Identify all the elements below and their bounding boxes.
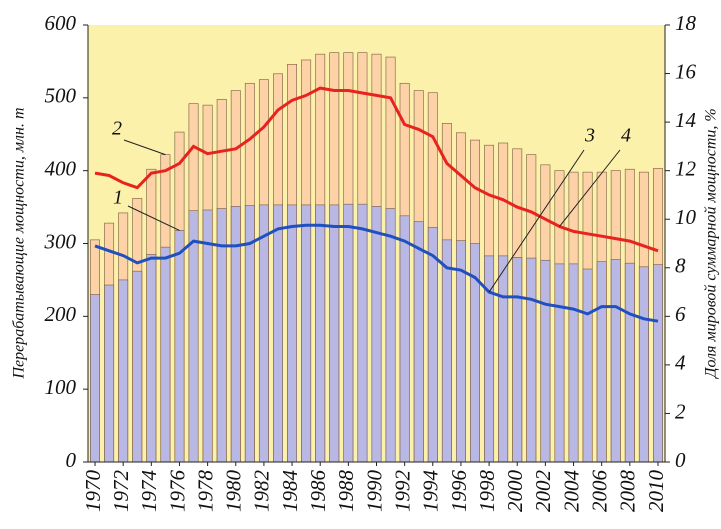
x-tick-label: 2010: [644, 470, 668, 513]
x-tick-label: 1986: [306, 470, 330, 513]
bar: [624, 262, 635, 463]
bar: [90, 294, 100, 463]
bar: [329, 204, 340, 463]
bar: [273, 204, 283, 463]
x-tick-label: 2004: [559, 470, 583, 513]
bar: [104, 284, 115, 463]
bar: [315, 204, 326, 463]
bar: [512, 257, 523, 463]
leader-line: [488, 149, 585, 293]
bar: [554, 263, 565, 463]
y-tick-label: 500: [45, 84, 77, 108]
x-tick-label: 2000: [503, 470, 527, 513]
bar: [258, 204, 269, 463]
x-tick-label: 1988: [334, 470, 358, 513]
x-tick-label: 1970: [81, 470, 105, 513]
series-label: 3: [584, 125, 595, 147]
leader-line: [559, 149, 621, 227]
bar: [160, 246, 171, 463]
bar: [287, 204, 298, 463]
x-tick-label: 1990: [362, 470, 386, 513]
x-tick-label: 1996: [447, 470, 471, 513]
series-label: 1: [113, 187, 123, 209]
bar: [118, 279, 129, 463]
bar: [582, 268, 593, 463]
bar: [174, 230, 185, 463]
y-tick-label: 100: [45, 375, 77, 399]
x-tick-label: 1974: [137, 470, 161, 513]
bar: [638, 266, 649, 463]
leader-line: [123, 139, 166, 156]
bar: [385, 208, 396, 463]
bar: [653, 264, 663, 463]
bar: [343, 203, 354, 463]
x-tick-label: 1972: [109, 470, 133, 513]
y-axis-title: Перерабатывающие мощности, млн. т: [11, 107, 28, 379]
bar: [441, 239, 452, 463]
x-tick-label: 1976: [165, 470, 189, 513]
x-tick-label: 1982: [250, 470, 274, 513]
y2-tick-label: 4: [675, 351, 686, 375]
bar: [540, 259, 551, 463]
bar: [498, 255, 509, 463]
bar: [526, 257, 537, 463]
y2-tick-label: 10: [675, 205, 697, 229]
bar: [596, 261, 607, 463]
y2-tick-label: 2: [675, 399, 686, 423]
y2-tick-label: 18: [675, 11, 697, 35]
y-tick-label: 300: [44, 229, 77, 253]
y-tick-label: 400: [45, 156, 77, 180]
x-tick-label: 1994: [419, 470, 443, 513]
bar: [427, 227, 438, 463]
y2-tick-label: 14: [675, 108, 697, 132]
x-tick-label: 1998: [475, 470, 499, 513]
series-label: 2: [112, 118, 122, 140]
x-tick-label: 1978: [193, 470, 217, 513]
series-label: 4: [621, 125, 631, 147]
line: [94, 86, 659, 253]
bar: [610, 259, 621, 463]
y-tick-label: 600: [45, 11, 77, 35]
y2-tick-label: 16: [675, 59, 697, 83]
y2-axis-title: Доля мировой суммарной мощности, %: [703, 108, 720, 379]
bar: [399, 215, 410, 463]
y2-tick-label: 12: [675, 156, 697, 180]
x-tick-label: 1992: [390, 470, 414, 513]
y2-tick-label: 6: [675, 302, 686, 326]
x-tick-label: 1980: [222, 470, 246, 513]
x-tick-label: 2006: [587, 470, 611, 513]
bar: [301, 204, 312, 463]
bar: [455, 240, 466, 463]
bar: [132, 270, 143, 463]
x-tick-label: 2002: [531, 470, 555, 513]
bar: [568, 263, 579, 463]
y2-tick-label: 8: [675, 254, 686, 278]
bar: [413, 221, 424, 463]
bar: [371, 206, 382, 463]
line: [94, 223, 659, 323]
leader-line: [127, 205, 180, 231]
bar: [188, 210, 199, 463]
y2-tick-label: 0: [675, 448, 686, 472]
x-tick-label: 2008: [616, 470, 640, 513]
bar: [357, 203, 368, 463]
bar: [146, 254, 157, 463]
x-tick-label: 1984: [278, 470, 302, 513]
y-tick-label: 200: [45, 302, 77, 326]
y-tick-label: 0: [66, 448, 77, 472]
bar: [202, 209, 213, 463]
